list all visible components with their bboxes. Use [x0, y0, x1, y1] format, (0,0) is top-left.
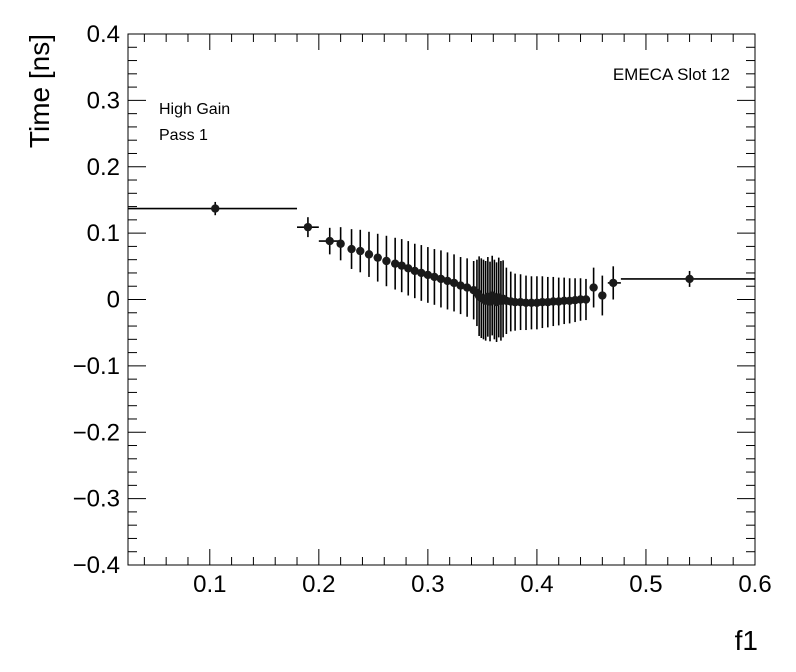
data-point — [456, 281, 465, 290]
data-point — [325, 236, 334, 246]
y-tick-label: −0.4 — [73, 552, 120, 579]
data-point — [336, 239, 345, 248]
data-point — [589, 283, 598, 292]
y-tick-label: 0.1 — [87, 220, 120, 247]
data-point — [581, 295, 591, 304]
data-point — [364, 250, 374, 259]
data-point — [685, 274, 694, 284]
data-point — [449, 278, 459, 288]
tick-labels: 0.1 0.2 0.3 0.4 0.5 0.6 −0.4 −0.3 −0.2 −0.1 0 0.1 0.… — [73, 21, 772, 598]
data-point — [404, 264, 413, 273]
x-tick-label: 0.4 — [520, 571, 553, 598]
x-tick-label: 0.3 — [411, 571, 444, 598]
y-tick-label: 0 — [107, 287, 120, 314]
error-bars — [128, 201, 755, 342]
annotation-pass: Pass 1 — [159, 127, 208, 144]
data-point — [436, 274, 446, 284]
x-tick-label: 0.6 — [738, 571, 771, 598]
y-tick-label: −0.2 — [73, 419, 120, 446]
annotation-high-gain: High Gain — [159, 101, 230, 118]
annotation-slot: EMECA Slot 12 — [613, 65, 730, 84]
y-tick-label: −0.3 — [73, 486, 120, 513]
x-tick-label: 0.1 — [193, 571, 226, 598]
data-point — [211, 204, 220, 213]
x-axis-title: f1 — [735, 625, 758, 656]
data-point — [382, 256, 391, 266]
data-point — [303, 222, 313, 232]
data-point — [430, 272, 439, 282]
x-tick-label: 0.5 — [629, 571, 662, 598]
y-tick-label: −0.1 — [73, 353, 120, 380]
data-point — [397, 261, 406, 270]
y-tick-label: 0.3 — [87, 87, 120, 114]
data-point — [347, 244, 356, 254]
y-tick-label: 0.4 — [87, 21, 120, 48]
data-point — [390, 259, 400, 268]
data-point — [373, 253, 382, 262]
data-point — [417, 268, 426, 278]
data-point — [356, 246, 365, 256]
axis-ticks — [128, 33, 756, 566]
data-point — [410, 266, 419, 276]
data-markers — [211, 204, 694, 308]
y-tick-label: 0.2 — [87, 154, 120, 181]
y-axis-title: Time [ns] — [24, 34, 55, 148]
data-point — [598, 291, 607, 300]
data-point — [462, 283, 472, 292]
data-point — [609, 278, 618, 288]
data-point — [443, 276, 452, 286]
data-point — [423, 270, 433, 280]
x-tick-label: 0.2 — [302, 571, 335, 598]
